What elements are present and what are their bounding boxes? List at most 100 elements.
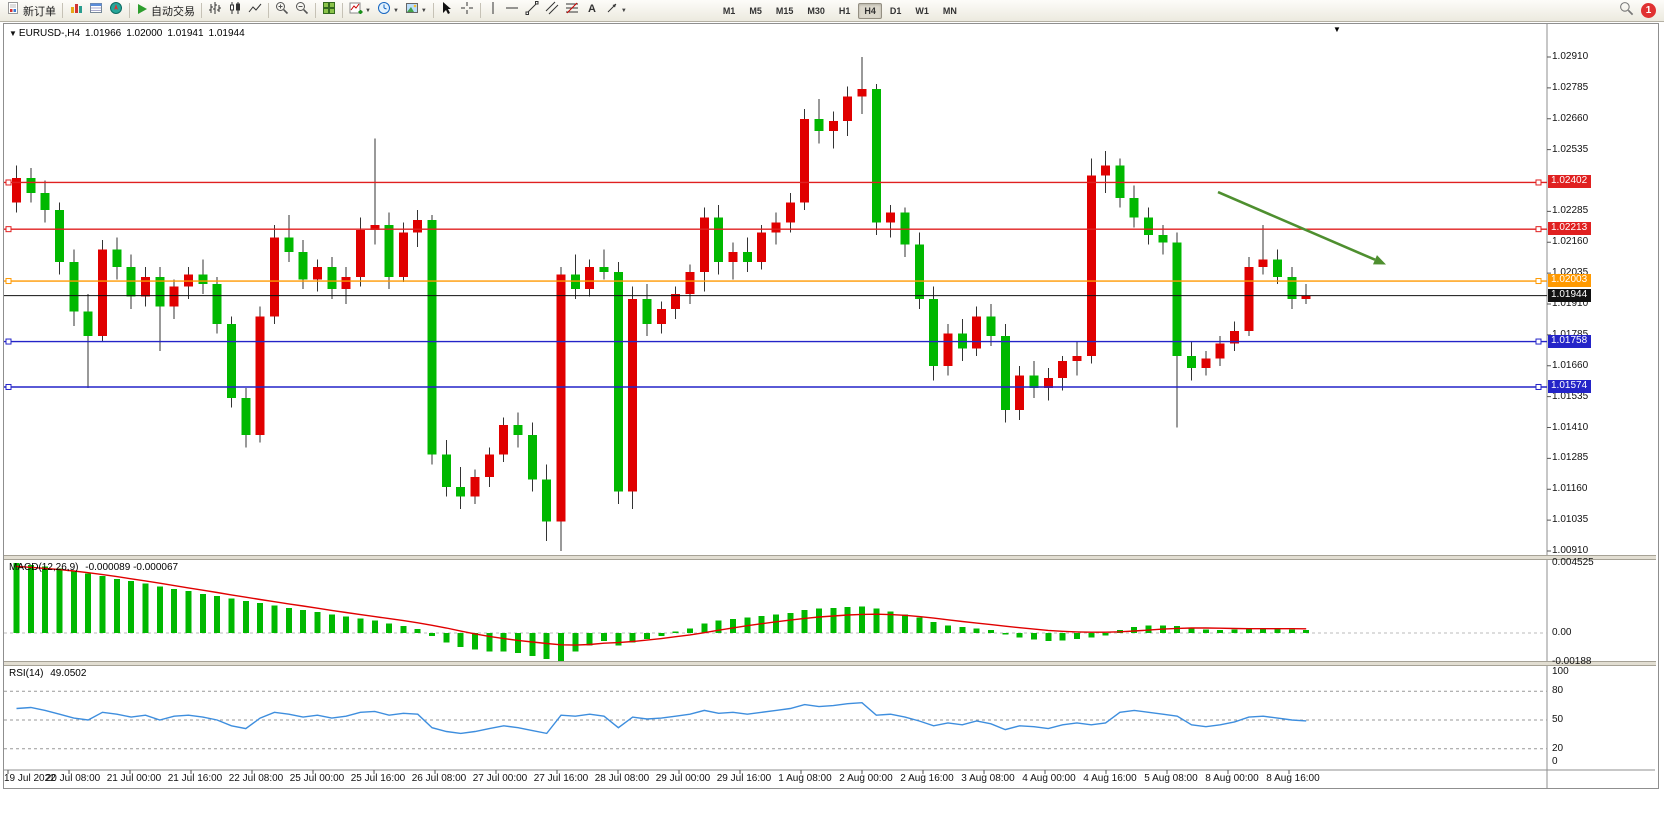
cursor-button[interactable] (437, 1, 457, 21)
new-order-button[interactable]: 新订单 (3, 1, 59, 21)
rsi-axis-tick: 0 (1552, 756, 1558, 767)
crosshair-button[interactable] (457, 1, 477, 21)
timeframe-button-M1[interactable]: M1 (722, 5, 736, 16)
scroll-to-end-marker[interactable]: ▼ (1333, 25, 1341, 34)
timeframe-button-M30[interactable]: M30 (807, 5, 825, 16)
tile-windows-button[interactable] (319, 1, 339, 21)
tile-windows-icon (322, 1, 336, 20)
market-watch-button[interactable] (66, 1, 86, 21)
collapse-triangle-icon: ▼ (9, 29, 17, 38)
new-chart-icon (349, 1, 363, 20)
time-tick: 27 Jul 16:00 (533, 773, 589, 784)
candlestick-icon (228, 1, 242, 20)
navigator-button[interactable] (106, 1, 126, 21)
line-chart-button[interactable] (245, 1, 265, 21)
zoom-out-button[interactable] (292, 1, 312, 21)
zoom-out-icon (295, 1, 309, 20)
periods-clock-icon (377, 1, 391, 20)
autotrading-button[interactable]: 自动交易 (133, 1, 198, 21)
time-tick: 29 Jul 00:00 (655, 773, 711, 784)
separator (342, 3, 343, 18)
separator (315, 3, 316, 18)
chart-ohlc-header: ▼ EURUSD-,H4 1.01966 1.02000 1.01941 1.01944 (9, 28, 250, 39)
channel-button[interactable] (542, 1, 562, 21)
search-icon[interactable] (1619, 1, 1634, 21)
macd-splitter[interactable] (4, 555, 1656, 560)
data-window-icon (89, 1, 103, 20)
price-tick: 1.02285 (1552, 205, 1589, 217)
price-line-label: 1.02213 (1548, 222, 1592, 236)
timeframe-button-D1[interactable]: D1 (889, 5, 902, 16)
text-icon: A (585, 1, 599, 20)
bar-chart-icon (208, 1, 222, 20)
trendline-button[interactable] (522, 1, 542, 21)
macd-axis-tick: -0.00188 (1552, 656, 1592, 668)
rsi-axis-tick: 20 (1552, 742, 1564, 754)
price-line-label: 1.02402 (1548, 175, 1592, 189)
timeframe-button-M5[interactable]: M5 (749, 5, 762, 16)
time-tick: 25 Jul 16:00 (350, 773, 406, 784)
rsi-header: RSI(14) 49.0502 (9, 668, 86, 679)
price-tick: 1.02535 (1552, 143, 1589, 155)
templates-button[interactable]: ▼ (402, 1, 430, 21)
time-tick: 21 Jul 00:00 (106, 773, 162, 784)
price-line-label: 1.01758 (1548, 334, 1592, 348)
macd-header: MACD(12,26,9) -0.000089 -0.000067 (9, 562, 178, 573)
arrows-button[interactable]: ▼ (602, 1, 630, 21)
price-tick: 1.01660 (1552, 359, 1589, 371)
data-window-button[interactable] (86, 1, 106, 21)
macd-axis-tick: 0.00 (1552, 627, 1572, 638)
chart-window[interactable] (3, 23, 1659, 789)
rsi-axis-tick: 80 (1552, 685, 1564, 697)
time-tick: 8 Aug 00:00 (1205, 773, 1259, 784)
bar-chart-button[interactable] (205, 1, 225, 21)
timeframe-button-H1[interactable]: H1 (838, 5, 851, 16)
time-tick: 2 Aug 00:00 (839, 773, 893, 784)
rsi-axis-tick: 50 (1552, 714, 1564, 725)
timeframe-button-M15[interactable]: M15 (775, 5, 794, 16)
horizontal-line-button[interactable] (502, 1, 522, 21)
vertical-line-button[interactable] (484, 1, 502, 21)
separator (432, 3, 434, 18)
rsi-value: 49.0502 (50, 668, 87, 679)
separator (62, 3, 63, 18)
equidistant-channel-icon (545, 1, 559, 20)
chevron-down-icon: ▼ (392, 7, 399, 14)
price-tick: 1.01160 (1552, 483, 1588, 495)
time-tick: 1 Aug 08:00 (778, 773, 832, 784)
time-tick: 21 Jul 16:00 (167, 773, 223, 784)
fibonacci-button[interactable] (562, 1, 582, 21)
timeframe-button-W1[interactable]: W1 (915, 5, 929, 16)
price-tick: 1.01035 (1552, 514, 1589, 526)
timeframe-group: M1 M5 M15 M30 H1 H4 D1 W1 MN (716, 2, 964, 19)
zoom-in-button[interactable] (272, 1, 292, 21)
time-tick: 2 Aug 16:00 (900, 773, 954, 784)
time-tick: 4 Aug 00:00 (1022, 773, 1076, 784)
price-tick: 1.00910 (1552, 545, 1589, 556)
notification-badge[interactable]: 1 (1641, 3, 1656, 18)
periods-button[interactable]: ▼ (374, 1, 402, 21)
close-value: 1.01944 (208, 28, 245, 39)
vertical-line-icon (487, 1, 499, 20)
text-button[interactable]: A (582, 1, 602, 21)
fibonacci-icon (565, 1, 579, 20)
time-tick: 27 Jul 00:00 (472, 773, 528, 784)
price-tick: 1.01285 (1552, 452, 1589, 464)
price-tick: 1.01785 (1552, 329, 1588, 340)
low-value: 1.01941 (167, 28, 204, 39)
chevron-down-icon: ▼ (365, 7, 371, 14)
price-tick: 1.02660 (1552, 112, 1589, 124)
price-tick: 1.02910 (1552, 51, 1589, 62)
rsi-splitter[interactable] (4, 661, 1656, 666)
timeframe-button-H4[interactable]: H4 (858, 2, 882, 19)
cursor-icon (440, 1, 454, 20)
price-line-label: 1.01944 (1548, 288, 1592, 302)
svg-text:A: A (588, 3, 596, 15)
line-chart-icon (248, 1, 262, 20)
crosshair-icon (460, 1, 474, 20)
time-tick: 25 Jul 00:00 (289, 773, 345, 784)
time-tick: 4 Aug 16:00 (1083, 773, 1137, 784)
candlestick-button[interactable] (225, 1, 245, 21)
timeframe-button-MN[interactable]: MN (942, 5, 957, 16)
new-chart-button[interactable]: ▼ (346, 1, 374, 21)
